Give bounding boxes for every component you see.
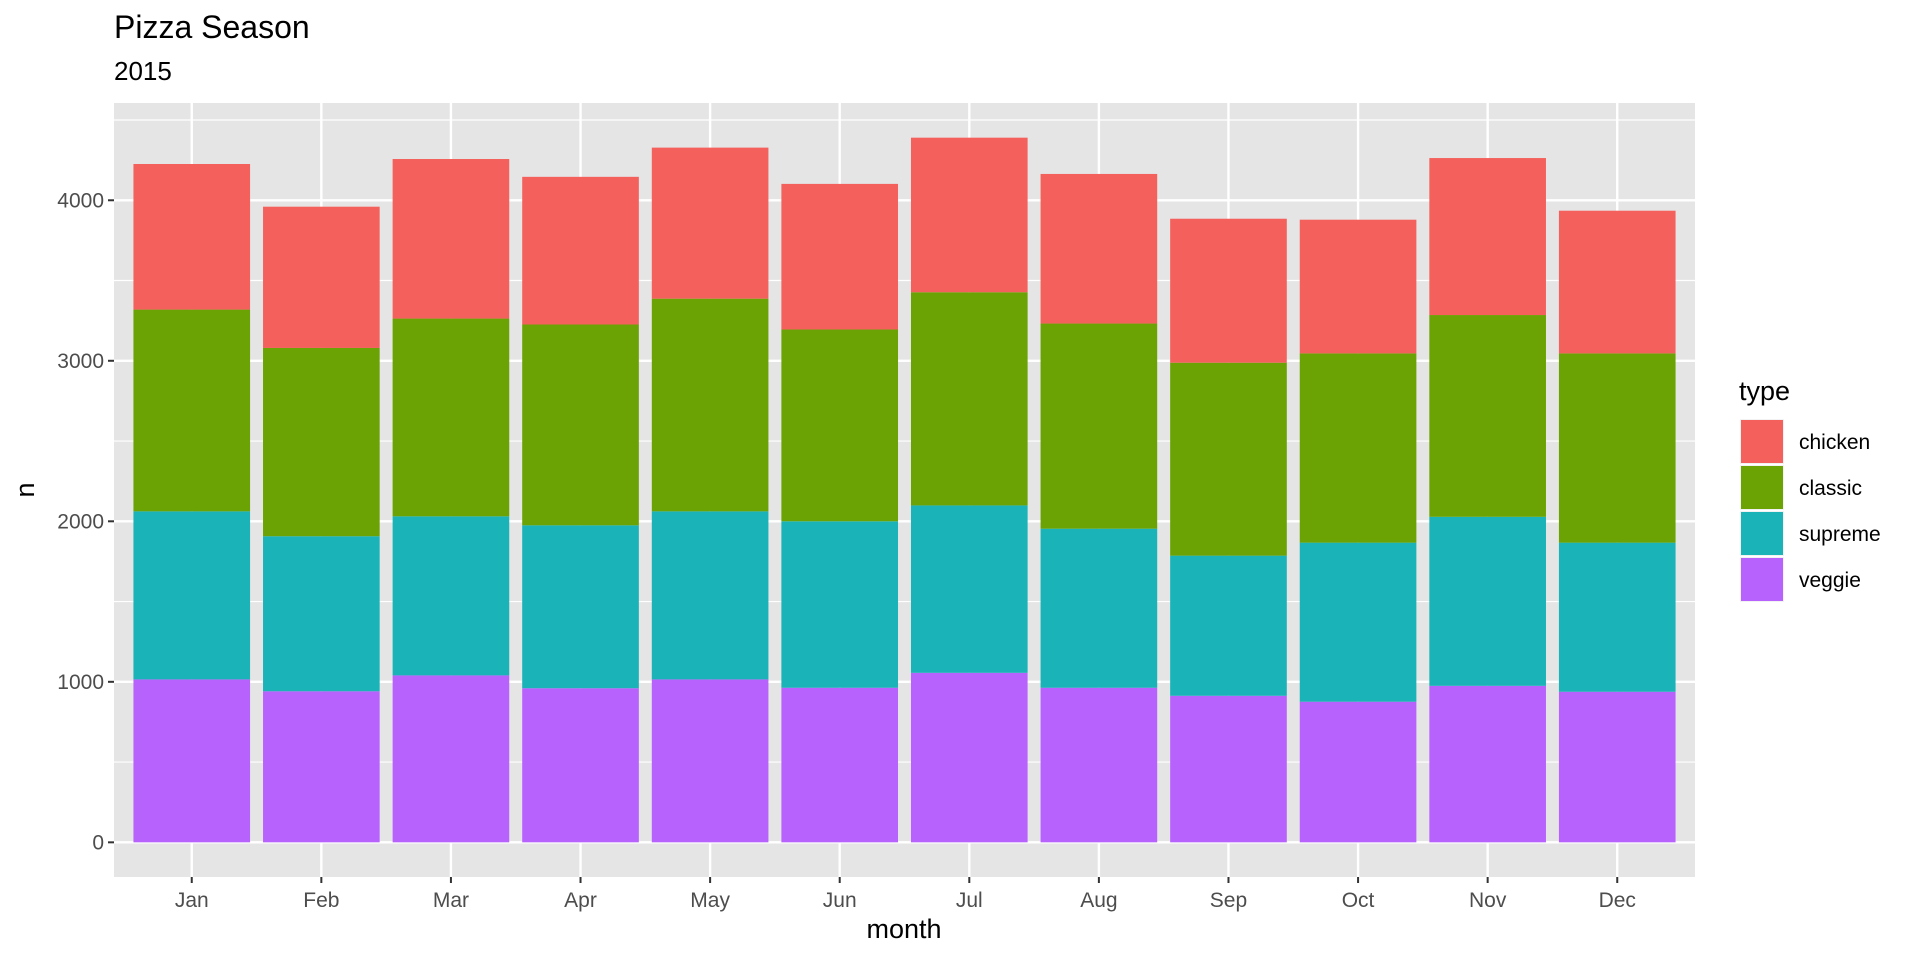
legend-swatch-classic: [1741, 466, 1783, 509]
legend-swatch-veggie: [1741, 558, 1783, 601]
bar-segment-chicken-mar: [392, 159, 510, 319]
bar-segment-chicken-dec: [1558, 210, 1676, 354]
bar-segment-classic-jul: [910, 292, 1028, 506]
bar-segment-classic-jan: [133, 309, 251, 512]
bar-segment-chicken-nov: [1429, 158, 1546, 316]
bars: [133, 137, 1676, 843]
bar-segment-chicken-jun: [781, 183, 899, 330]
bar-segment-supreme-aug: [1040, 528, 1158, 688]
chart-subtitle: 2015: [114, 56, 172, 86]
bar-segment-supreme-mar: [392, 516, 510, 676]
bar-segment-chicken-sep: [1170, 218, 1287, 363]
legend-label-veggie: veggie: [1799, 569, 1861, 592]
bar-segment-veggie-jan: [133, 679, 251, 843]
bar-segment-classic-sep: [1170, 362, 1287, 556]
bar-segment-supreme-jun: [781, 521, 899, 688]
x-tick-label: Jun: [823, 889, 857, 912]
legend-label-classic: classic: [1799, 477, 1862, 500]
bar-segment-veggie-sep: [1170, 695, 1287, 843]
bar-segment-supreme-dec: [1558, 542, 1676, 692]
bar-segment-classic-apr: [522, 324, 639, 526]
bar-segment-chicken-oct: [1299, 219, 1417, 354]
y-axis-label: n: [10, 482, 40, 497]
x-tick-label: Feb: [303, 889, 339, 912]
bar-segment-veggie-nov: [1429, 685, 1546, 843]
x-tick-label: Jul: [956, 889, 983, 912]
legend: type chicken classic supreme veggie: [1739, 376, 1881, 602]
bar-segment-veggie-dec: [1558, 691, 1676, 843]
bar-segment-supreme-nov: [1429, 516, 1546, 686]
bar-segment-supreme-oct: [1299, 542, 1417, 702]
legend-swatch-chicken: [1741, 420, 1783, 463]
bar-segment-veggie-feb: [263, 691, 380, 843]
legend-label-supreme: supreme: [1799, 523, 1881, 546]
legend-title: type: [1739, 376, 1790, 406]
bar-segment-veggie-may: [651, 679, 769, 843]
x-tick-label: Sep: [1210, 889, 1247, 912]
bar-segment-veggie-jul: [910, 672, 1028, 843]
bar-segment-classic-aug: [1040, 323, 1158, 529]
legend-swatch-supreme: [1741, 512, 1783, 555]
x-tick-label: May: [690, 889, 730, 912]
x-axis: Jan Feb Mar Apr May Jun Jul Aug Sep Oct Nov Dec: [175, 877, 1636, 912]
legend-label-chicken: chicken: [1799, 431, 1870, 454]
bar-segment-veggie-jun: [781, 687, 899, 843]
bar-segment-chicken-jul: [910, 137, 1028, 293]
y-tick-label: 4000: [57, 189, 104, 212]
bar-segment-classic-mar: [392, 318, 510, 517]
x-tick-label: Apr: [564, 889, 597, 912]
y-tick-label: 0: [92, 831, 104, 854]
bar-segment-chicken-apr: [522, 176, 639, 325]
bar-segment-supreme-may: [651, 511, 769, 680]
y-tick-label: 2000: [57, 510, 104, 533]
bar-segment-classic-nov: [1429, 315, 1546, 517]
x-tick-label: Oct: [1342, 889, 1375, 912]
bar-segment-classic-dec: [1558, 353, 1676, 543]
bar-segment-veggie-mar: [392, 675, 510, 843]
x-tick-label: Nov: [1469, 889, 1507, 912]
bar-segment-supreme-jul: [910, 505, 1028, 673]
bar-segment-chicken-may: [651, 147, 769, 299]
bar-segment-veggie-aug: [1040, 687, 1158, 843]
bar-segment-veggie-oct: [1299, 701, 1417, 843]
bar-segment-supreme-apr: [522, 525, 639, 689]
x-tick-label: Jan: [175, 889, 209, 912]
bar-segment-classic-oct: [1299, 353, 1417, 543]
bar-segment-chicken-feb: [263, 206, 380, 348]
x-tick-label: Mar: [433, 889, 469, 912]
y-axis: 0 1000 2000 3000 4000: [57, 189, 114, 854]
bar-segment-veggie-apr: [522, 688, 639, 843]
bar-segment-classic-jun: [781, 329, 899, 522]
x-tick-label: Aug: [1080, 889, 1117, 912]
bar-segment-chicken-aug: [1040, 173, 1158, 324]
y-tick-label: 3000: [57, 350, 104, 373]
chart-title: Pizza Season: [114, 9, 310, 45]
x-axis-label: month: [866, 914, 941, 944]
y-tick-label: 1000: [57, 671, 104, 694]
bar-segment-supreme-sep: [1170, 555, 1287, 696]
bar-segment-supreme-feb: [263, 536, 380, 692]
bar-segment-classic-feb: [263, 347, 380, 537]
x-tick-label: Dec: [1599, 889, 1636, 912]
bar-segment-supreme-jan: [133, 511, 251, 680]
bar-segment-classic-may: [651, 298, 769, 512]
bar-segment-chicken-jan: [133, 163, 251, 310]
